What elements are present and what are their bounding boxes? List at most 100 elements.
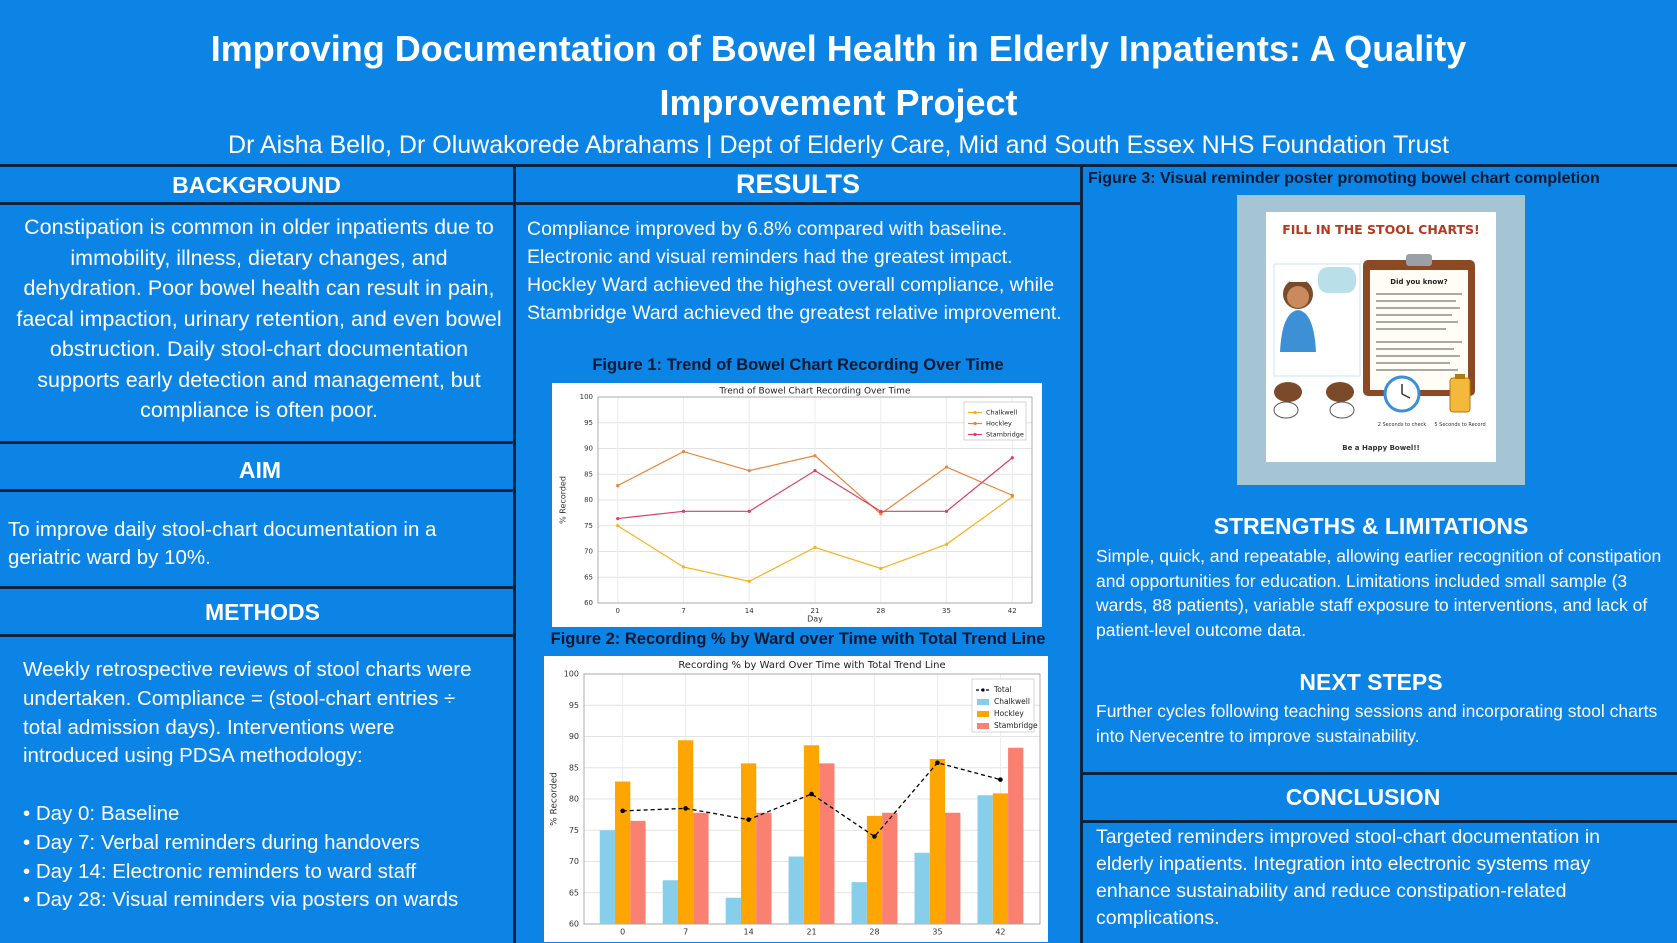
method-item: • Day 28: Visual reminders via posters o… [23,888,459,912]
strengths-text: Simple, quick, and repeatable, allowing … [1096,546,1662,640]
y-axis-label: % Recorded [550,772,560,826]
figure-caption: Figure 2: Recording % by Ward over Time … [550,630,1046,648]
poster-footer: Be a Happy Bowel!! [1342,444,1419,452]
point [944,465,949,469]
bar [615,781,631,924]
divider [1083,772,1677,775]
y-tick-label: 90 [569,732,579,741]
y-tick-label: 65 [584,573,593,581]
point [616,483,620,488]
point [879,512,883,516]
bar [803,745,820,924]
bar [851,882,867,924]
x-tick-label: 42 [995,928,1005,937]
bar-chart: Recording % by Ward Over Time with Total… [544,656,1048,942]
bar [945,812,961,924]
point [1010,493,1014,497]
divider [1080,164,1083,943]
x-tick-label: 35 [942,607,951,615]
bar [725,897,741,924]
bar [677,740,694,924]
point [944,542,949,546]
divider [513,164,516,943]
point [1010,456,1014,460]
title: Improving Documentation of Bowel Health … [210,28,1467,123]
chart-title: Recording % by Ward Over Time with Total… [678,660,945,671]
point [681,509,686,513]
bar [977,795,993,924]
reminder-poster: FILL IN THE STOOL CHARTS! Did you know? [1266,212,1496,462]
y-tick-label: 75 [584,522,593,530]
divider [0,202,513,205]
legend-swatch [977,711,989,717]
bar [992,793,1009,924]
legend-label: Chalkwell [986,409,1017,417]
bar [882,812,898,924]
y-tick-label: 60 [569,920,579,929]
chart-title: Trend of Bowel Chart Recording Over Time [719,387,911,397]
bar [693,812,709,924]
divider [0,164,1677,167]
y-tick-label: 95 [569,701,579,710]
point [681,565,686,569]
section-heading: AIM [238,457,282,483]
point [681,449,686,454]
legend-swatch [973,410,977,415]
point [747,579,751,583]
point [620,808,625,814]
x-tick-label: 0 [620,928,625,937]
bar [819,763,835,924]
x-tick-label: 14 [745,607,754,615]
legend-swatch [973,421,977,426]
point [747,509,751,513]
legend-label: Stambridge [986,431,1024,439]
legend-swatch [977,699,989,705]
bar [599,830,616,924]
divider [0,489,513,492]
background-text: Constipation is common in older inpatien… [16,215,502,422]
bar [788,856,804,924]
point [746,817,751,822]
x-tick-label: 7 [681,607,685,615]
x-tick-label: 28 [869,928,879,937]
legend-label: Hockley [994,709,1024,718]
y-tick-label: 75 [569,826,579,835]
authors: Dr Aisha Bello, Dr Oluwakorede Abrahams … [228,131,1449,159]
legend-box [963,401,1027,441]
poster-label: 5 Seconds to Record [1434,422,1485,428]
x-tick-label: 0 [615,607,619,615]
point [616,524,620,528]
y-tick-label: 90 [584,445,593,453]
x-tick-label: 35 [932,928,942,937]
point [809,791,814,797]
line-chart: Trend of Bowel Chart Recording Over Time… [552,383,1042,627]
divider [1083,820,1677,823]
y-tick-label: 85 [569,763,579,772]
bar [740,763,757,924]
divider [0,441,513,444]
clipboard-paper [1370,270,1468,390]
point [879,509,883,513]
section-heading: BACKGROUND [172,172,341,198]
poster-subtitle: Did you know? [1390,278,1447,286]
x-tick-label: 21 [811,607,820,615]
poster-label: 2 Seconds to check [1378,422,1427,428]
point [683,806,688,811]
y-axis-label: % Recorded [559,476,568,524]
y-tick-label: 85 [584,470,593,478]
legend-swatch [973,432,977,437]
bar [914,852,930,924]
legend-swatch [981,688,985,692]
x-tick-label: 28 [876,607,885,615]
icons [1273,374,1471,419]
point [872,834,877,839]
legend-label: Stambridge [994,721,1038,730]
aim-text: To improve daily stool-chart documentati… [8,518,437,569]
y-tick-label: 100 [564,670,579,679]
point [747,469,751,473]
y-tick-label: 65 [569,888,579,897]
point [813,454,817,458]
legend-swatch [977,723,989,729]
section-heading: METHODS [205,599,320,625]
